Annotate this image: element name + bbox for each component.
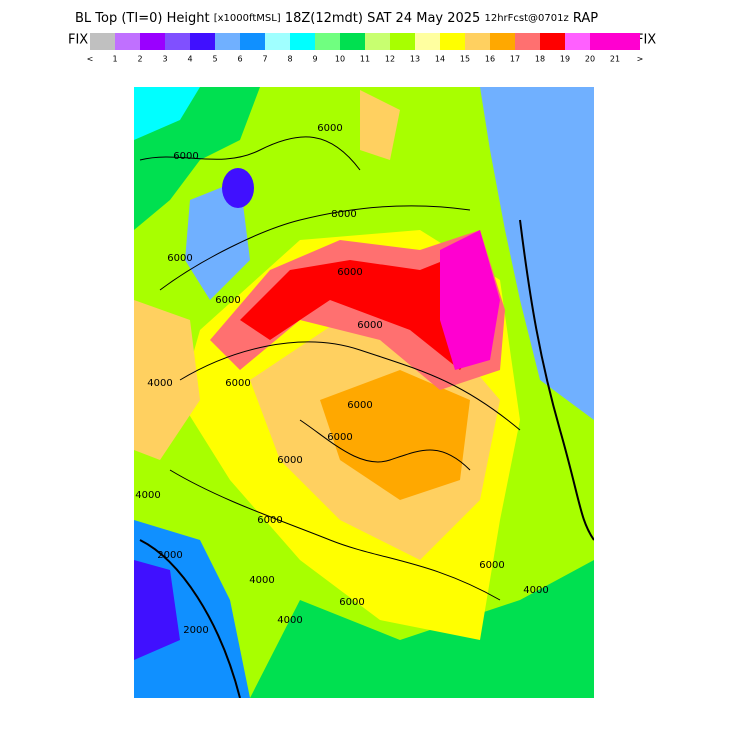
field [250, 560, 594, 698]
colorbar-swatch [415, 33, 440, 50]
colorbar-swatch [115, 33, 140, 50]
colorbar-swatch [140, 33, 165, 50]
contour-label: 4000 [249, 575, 274, 586]
contour-line [179, 341, 521, 431]
title-part: BL Top (TI=0) Height [75, 11, 210, 26]
contour-label: 6000 [327, 432, 352, 443]
colorbar-label: 2 [137, 55, 142, 64]
colorbar-swatch [515, 33, 540, 50]
colorbar-swatch [490, 33, 515, 50]
contour-label: 2000 [157, 550, 182, 561]
contour-label: 2000 [183, 625, 208, 636]
field [480, 87, 594, 420]
colorbar-swatch [315, 33, 340, 50]
colorbar-label: 21 [610, 55, 620, 64]
contour-label: 6000 [277, 455, 302, 466]
field [320, 370, 470, 500]
contour-label: 6000 [337, 267, 362, 278]
contour-line [519, 219, 594, 541]
contour-label: 4000 [277, 615, 302, 626]
contour-label: 6000 [257, 515, 282, 526]
contour-label: 6000 [215, 295, 240, 306]
colorbar-swatch [90, 33, 115, 50]
colorbar-label: 16 [485, 55, 495, 64]
field [134, 560, 180, 660]
contour-label: 6000 [347, 400, 372, 411]
contour-line [159, 205, 471, 291]
colorbar-label: 17 [510, 55, 520, 64]
colorbar-label: > [637, 55, 644, 64]
colorbar-label: 7 [262, 55, 267, 64]
colorbar-label: 4 [187, 55, 192, 64]
colorbar-right: FIX [636, 33, 656, 48]
colorbar-label: 18 [535, 55, 545, 64]
contour-line [299, 419, 471, 471]
title-part: [x1000ftMSL] [214, 13, 281, 24]
contour-label: 6000 [357, 320, 382, 331]
field [134, 520, 250, 698]
colorbar-label: < [87, 55, 94, 64]
colorbar-swatch [240, 33, 265, 50]
title-part: RAP [573, 11, 598, 26]
colorbar-swatch [290, 33, 315, 50]
contour-label: 6000 [225, 378, 250, 389]
field [440, 230, 500, 370]
contour-label: 4000 [135, 490, 160, 501]
colorbar-label: 1 [112, 55, 117, 64]
colorbar-swatch [365, 33, 390, 50]
colorbar-swatch [165, 33, 190, 50]
colorbar-left: FIX [68, 33, 88, 48]
colorbar-swatch [540, 33, 565, 50]
colorbar-label: 12 [385, 55, 395, 64]
contour-label: 6000 [317, 123, 342, 134]
colorbar-swatch [340, 33, 365, 50]
title-part: 12hrFcst@0701z [484, 13, 568, 24]
field [360, 90, 400, 160]
contour-label: 6000 [479, 560, 504, 571]
colorbar-swatch [215, 33, 240, 50]
contour-line [139, 136, 361, 171]
contour-label: 6000 [339, 597, 364, 608]
contours [139, 136, 594, 698]
title-part: 18Z(12mdt) SAT 24 May 2025 [285, 11, 481, 26]
contour-line [169, 469, 501, 601]
colorbar-label: 19 [560, 55, 570, 64]
field [134, 87, 200, 140]
colorbar-label: 13 [410, 55, 420, 64]
colorbar-label: 3 [162, 55, 167, 64]
colorbar-swatch [190, 33, 215, 50]
field [185, 180, 250, 300]
contour-label: 4000 [147, 378, 172, 389]
title: BL Top (TI=0) Height [x1000ftMSL] 18Z(12… [75, 11, 598, 26]
colorbar-label: 8 [287, 55, 292, 64]
colorbar-swatch [590, 33, 615, 50]
colorbar-swatch [615, 33, 640, 50]
map: 6000 6000 6000 6000 8000 6000 4000 6000 6000 6000… [134, 87, 594, 698]
colorbar-label: 11 [360, 55, 370, 64]
contour-label: 6000 [173, 151, 198, 162]
colorbar-label: 14 [435, 55, 445, 64]
colorbar-label: 9 [312, 55, 317, 64]
field [134, 300, 200, 460]
colorbar-label: 20 [585, 55, 595, 64]
colorbar-swatch [390, 33, 415, 50]
contour-line [139, 539, 241, 698]
colorbar-swatch [465, 33, 490, 50]
contour-label: 6000 [167, 253, 192, 264]
colorbar-swatch [440, 33, 465, 50]
colorbar-label: 5 [212, 55, 217, 64]
field [240, 250, 495, 370]
colorbar-label: 10 [335, 55, 345, 64]
field [222, 168, 254, 208]
contour-label: 8000 [331, 209, 356, 220]
colorbar-swatch [565, 33, 590, 50]
colorbar-swatch [265, 33, 290, 50]
colorbar-label: 15 [460, 55, 470, 64]
colorbar-label: 6 [237, 55, 242, 64]
contour-label: 4000 [523, 585, 548, 596]
